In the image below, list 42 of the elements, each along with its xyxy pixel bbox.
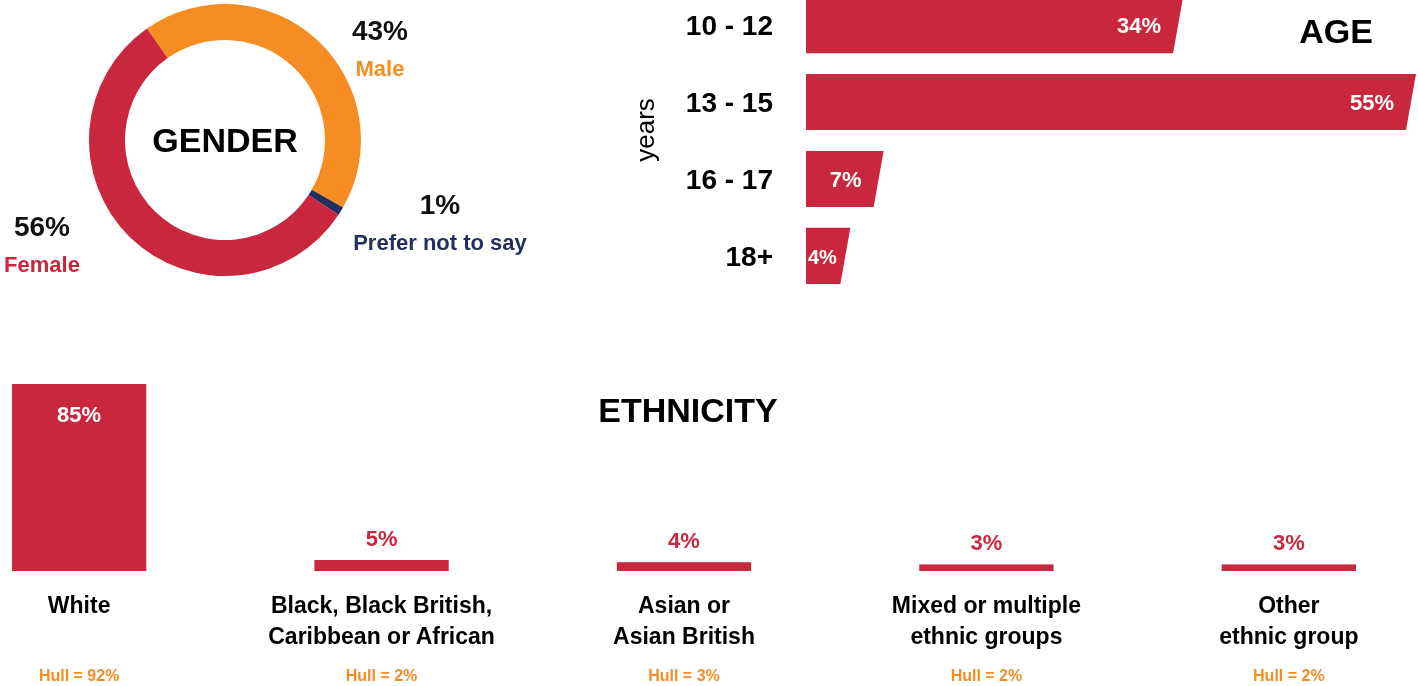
bar [919, 564, 1054, 571]
donut-slice [89, 28, 339, 276]
data-label: 3% [970, 530, 1003, 556]
data-label: 43% [351, 15, 409, 46]
y-axis-title: years [630, 98, 660, 162]
data-label: 3% [1272, 530, 1305, 556]
y-tick-label: 10 - 12 [685, 10, 773, 42]
bar [12, 384, 147, 571]
donut-slice [308, 189, 344, 215]
x-tick-label: Black, Black British, Caribbean or African [268, 592, 495, 649]
slice-label: Female [4, 252, 80, 277]
data-label: 55% [1349, 90, 1394, 116]
bar [314, 560, 449, 571]
data-label: 1% [419, 189, 461, 220]
x-tick-label: Mixed or multiple ethnic groups [891, 592, 1081, 649]
bar [616, 562, 752, 571]
text: Hull = 2% [345, 667, 418, 684]
text: Hull = 3% [648, 667, 720, 684]
text: Hull = 92% [38, 667, 120, 684]
bar [806, 150, 884, 208]
data-label: 7% [829, 166, 862, 192]
text: AGE [1299, 12, 1373, 50]
data-label: 4% [668, 528, 700, 554]
data-label: 4% [808, 245, 838, 268]
x-tick-label: Other ethnic group [1219, 592, 1359, 649]
bar [806, 73, 1416, 131]
slice-label: Prefer not to say [353, 230, 528, 255]
text: Hull = 2% [1253, 667, 1325, 684]
x-tick-label: Asian or Asian British [613, 592, 755, 649]
text: Hull = 2% [950, 667, 1023, 684]
y-tick-label: 16 - 17 [685, 163, 773, 195]
slice-label: Male [355, 56, 405, 81]
bar [1221, 564, 1356, 571]
data-label: 85% [57, 402, 102, 427]
data-label: 56% [13, 211, 71, 242]
y-tick-label: 18+ [725, 240, 773, 272]
x-tick-label: White [47, 592, 111, 618]
chart-title: ETHNICITY [598, 391, 779, 429]
data-label: 34% [1117, 13, 1162, 39]
text: GENDER [152, 121, 298, 159]
data-label: 5% [365, 526, 398, 551]
y-tick-label: 13 - 15 [685, 87, 773, 119]
